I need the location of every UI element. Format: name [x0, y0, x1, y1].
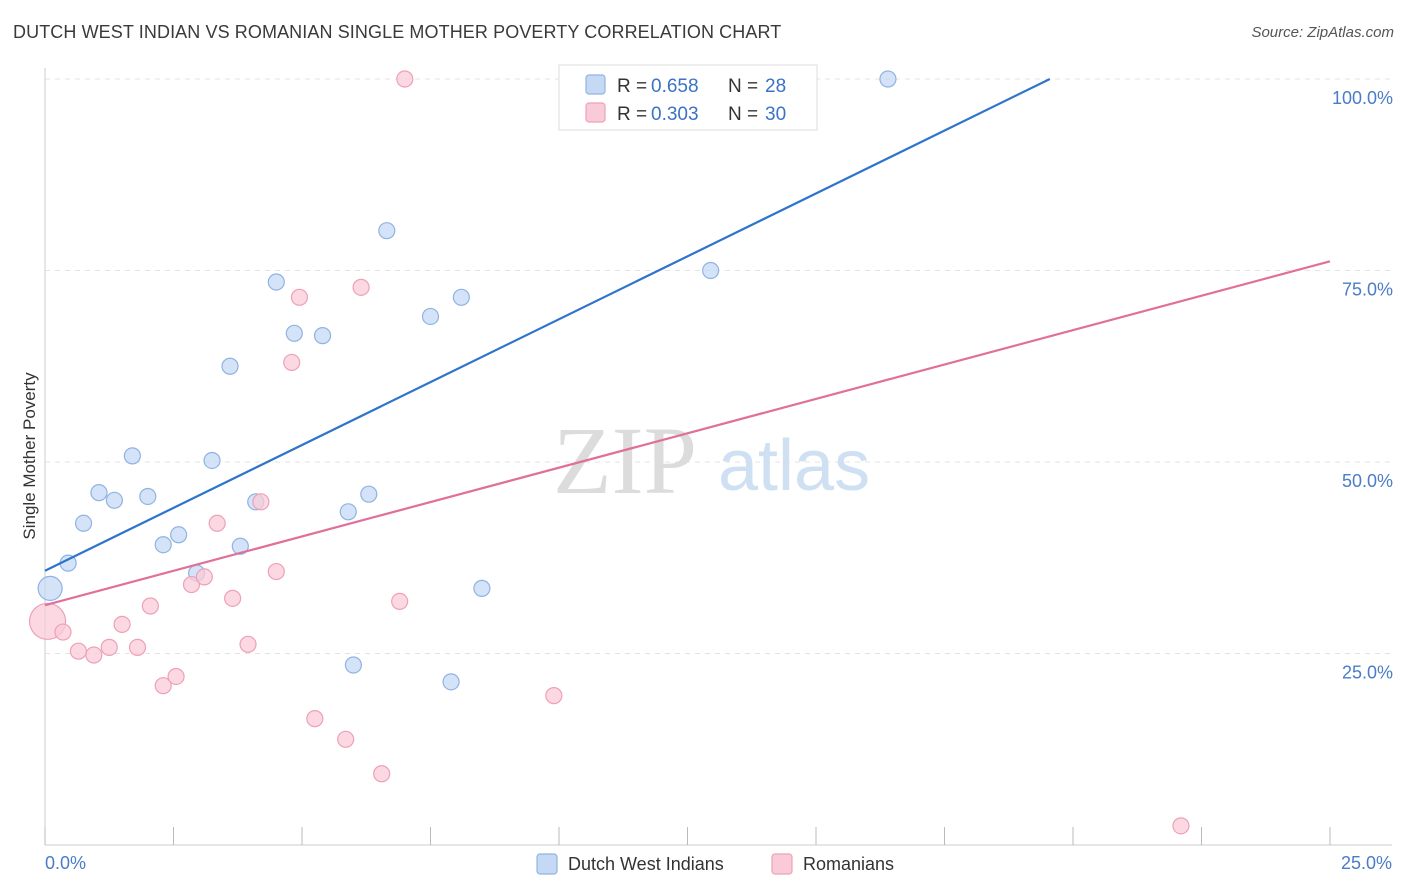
point-romanians	[141, 597, 159, 615]
source-credit: Source: ZipAtlas.com	[1251, 24, 1394, 41]
legend-n-value-1: 28	[765, 76, 786, 97]
x-tick-label: 0.0%	[45, 853, 86, 873]
axes-layer	[44, 68, 1392, 846]
point-dutch-west-indians	[105, 491, 123, 509]
point-dutch-west-indians	[221, 357, 239, 375]
trend-line-dutch-west-indians	[44, 78, 1051, 572]
point-dutch-west-indians	[339, 503, 357, 521]
point-dutch-west-indians	[139, 487, 157, 506]
point-romanians	[352, 278, 370, 296]
legend-n-value-2: 30	[765, 104, 786, 125]
point-dutch-west-indians	[344, 656, 362, 674]
point-dutch-west-indians	[267, 273, 285, 291]
point-dutch-west-indians	[452, 288, 470, 306]
point-romanians	[100, 638, 118, 656]
point-dutch-west-indians	[313, 327, 332, 345]
point-romanians	[1172, 817, 1190, 835]
point-dutch-west-indians	[702, 261, 720, 280]
point-dutch-west-indians	[203, 451, 221, 470]
series-legend-swatch-dutch-west-indians	[536, 853, 558, 875]
points-layer	[28, 70, 1190, 835]
tick-labels: 25.0% 50.0% 75.0% 100.0% 0.0% 25.0%	[45, 88, 1393, 873]
x-tick-label: 25.0%	[1341, 853, 1392, 873]
legend-r-label-1: R =	[617, 76, 647, 97]
series-legend-label-dutch-west-indians: Dutch West Indians	[568, 854, 724, 874]
point-romanians	[182, 575, 201, 594]
point-romanians	[224, 589, 242, 607]
point-dutch-west-indians	[154, 536, 172, 554]
point-romanians	[85, 646, 103, 664]
y-tick-label: 50.0%	[1342, 471, 1393, 491]
legend-r-value-1: 0.658	[651, 76, 699, 97]
y-tick-label: 25.0%	[1342, 663, 1393, 683]
point-romanians	[252, 493, 270, 511]
series-legend-label-romanians: Romanians	[803, 854, 894, 874]
point-romanians	[545, 687, 563, 705]
legend-swatch-dutch-west-indians	[585, 74, 606, 95]
point-romanians	[195, 568, 213, 586]
point-romanians	[113, 615, 131, 633]
point-dutch-west-indians	[442, 673, 460, 691]
point-romanians	[54, 623, 72, 641]
point-dutch-west-indians	[421, 307, 440, 326]
point-romanians	[396, 70, 414, 88]
point-dutch-west-indians	[360, 485, 378, 503]
legend-n-label-1: N =	[728, 76, 758, 97]
point-romanians	[337, 730, 355, 748]
point-dutch-west-indians	[74, 514, 93, 532]
point-romanians	[373, 765, 391, 783]
point-romanians	[290, 288, 309, 306]
point-dutch-west-indians	[123, 447, 141, 465]
correlation-legend: R = 0.658 N = 28 R = 0.303 N = 30	[558, 64, 818, 131]
legend-swatch-romanians	[585, 102, 606, 123]
point-dutch-west-indians	[170, 526, 188, 544]
grid-layer	[45, 78, 1392, 654]
point-romanians	[208, 514, 226, 532]
legend-r-label-2: R =	[617, 104, 647, 125]
point-romanians	[69, 642, 88, 660]
watermark-zip: ZIP	[553, 407, 697, 514]
point-dutch-west-indians	[231, 537, 249, 555]
y-axis-label: Single Mother Poverty	[20, 372, 39, 540]
point-romanians	[239, 635, 257, 653]
legend-n-label-2: N =	[728, 104, 758, 125]
point-romanians	[306, 710, 324, 728]
trend-layer	[44, 78, 1331, 607]
chart-title: DUTCH WEST INDIAN VS ROMANIAN SINGLE MOT…	[13, 22, 782, 42]
watermark-atlas: atlas	[718, 426, 870, 506]
point-romanians	[391, 592, 409, 611]
point-dutch-west-indians	[879, 70, 897, 88]
point-romanians	[283, 353, 301, 372]
point-dutch-west-indians	[473, 579, 491, 597]
watermark: ZIP atlas	[553, 407, 870, 514]
y-tick-label: 100.0%	[1332, 88, 1393, 108]
point-dutch-west-indians	[378, 222, 396, 240]
point-romanians	[267, 562, 285, 581]
series-legend-swatch-romanians	[771, 853, 793, 875]
point-dutch-west-indians	[285, 324, 303, 342]
y-tick-label: 75.0%	[1342, 280, 1393, 300]
trend-line-romanians	[44, 260, 1331, 607]
point-dutch-west-indians	[90, 484, 108, 502]
point-romanians	[128, 638, 147, 656]
point-dutch-west-indians	[37, 575, 63, 601]
point-romanians	[154, 677, 172, 695]
legend-r-value-2: 0.303	[651, 104, 699, 125]
point-romanians	[167, 667, 185, 686]
series-legend: Dutch West Indians Romanians	[536, 853, 894, 875]
